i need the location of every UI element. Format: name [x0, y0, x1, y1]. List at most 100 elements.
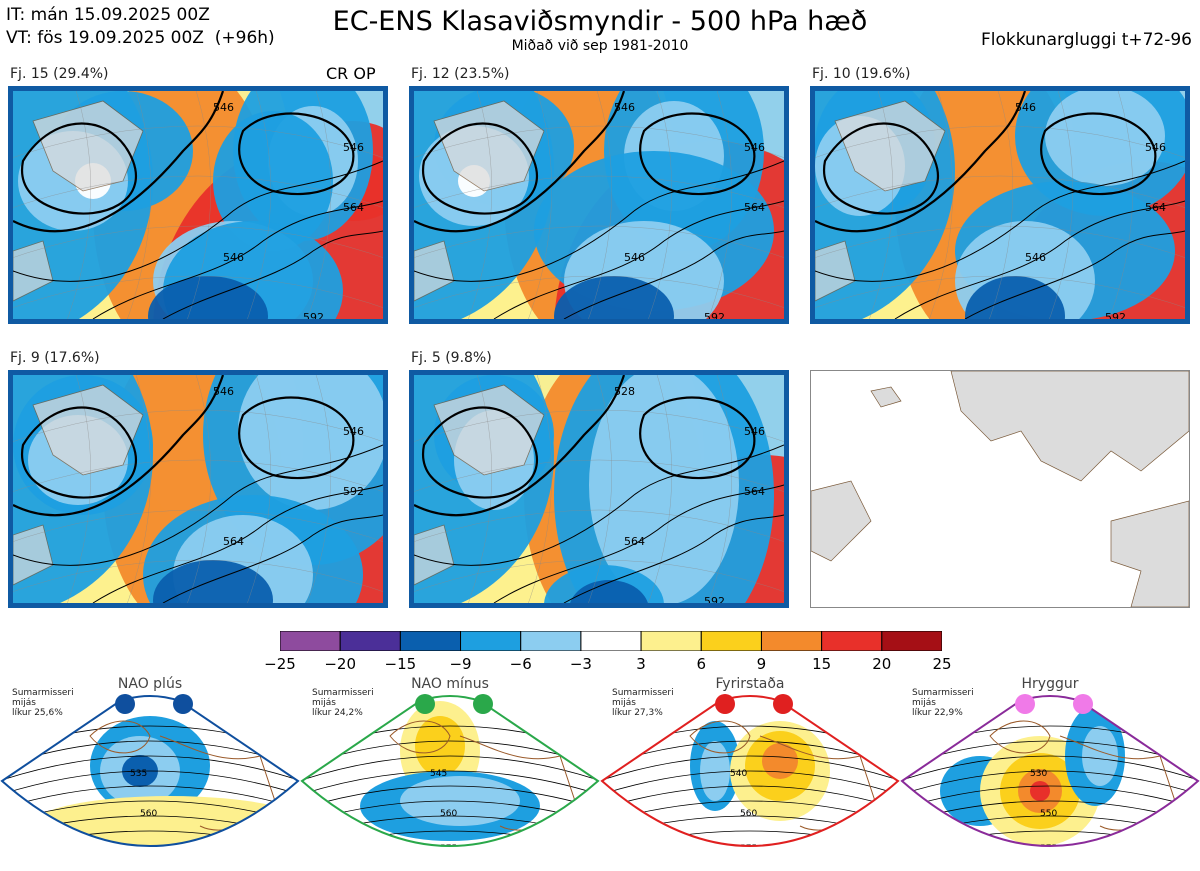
regime-contour-label: 540	[730, 769, 747, 779]
colorbar-tick-label: −3	[569, 655, 592, 673]
anomaly-field: 546 546 546 564 592	[13, 91, 383, 319]
graticule	[307, 91, 331, 319]
graticule	[13, 459, 383, 492]
graticule	[67, 375, 91, 603]
colorbar-tick-label: 6	[696, 655, 707, 673]
contour-label: 592	[343, 485, 364, 498]
graticule	[414, 509, 784, 542]
colorbar-swatch	[399, 631, 462, 651]
height-contour	[92, 200, 383, 319]
graticule	[869, 91, 893, 319]
cluster-map-2[interactable]: 546 546 546 564 592	[409, 86, 789, 324]
graticule	[414, 225, 784, 258]
control-marker: CR OP	[326, 64, 376, 83]
regime-info: Sumarmisseri mijás líkur 27,3%	[612, 688, 674, 718]
regime-contour	[302, 845, 598, 846]
graticule	[13, 409, 383, 442]
regime-frame	[0, 695, 300, 847]
regime-anomaly	[30, 796, 298, 846]
graticule	[648, 375, 672, 603]
land	[414, 524, 455, 586]
graticule	[588, 91, 612, 319]
height-contour	[13, 160, 383, 282]
cluster-map-1[interactable]: 546 546 546 564 592	[8, 86, 388, 324]
height-contour	[815, 91, 1027, 233]
panel-label-5: Fj. 5 (9.8%)	[411, 350, 492, 366]
regime-anomaly	[1030, 781, 1050, 801]
anomaly-field: 546 546 546 564 592	[414, 91, 784, 319]
colorbar-swatch	[280, 631, 341, 651]
height-contour	[822, 122, 939, 215]
cluster-map-5[interactable]: 528 546 564 564 592	[409, 370, 789, 608]
regime-anomaly	[415, 716, 465, 776]
regime-contour	[902, 770, 1198, 799]
contour-label: 592	[1105, 311, 1126, 319]
regime-nao-plus: 535 560 NAO plús Sumarmisseri mijás líkur…	[0, 676, 300, 871]
regime-contour-label: 535	[130, 769, 147, 779]
graticule	[815, 175, 1185, 208]
graticule	[414, 459, 784, 492]
regime-anomaly	[1082, 726, 1118, 786]
regime-contour	[302, 770, 598, 799]
graticule	[414, 125, 784, 158]
height-contour	[421, 406, 538, 499]
colorbar-swatch	[460, 631, 522, 651]
graticule	[468, 91, 492, 319]
regime-marker-dot	[415, 694, 435, 714]
contour-label: 592	[704, 595, 725, 603]
regime-marker-dot	[115, 694, 135, 714]
colorbar-swatch	[339, 631, 401, 651]
regime-contour-label: 530	[1030, 769, 1047, 779]
page-subtitle: Miðað við sep 1981-2010	[511, 38, 689, 54]
regime-marker-dot	[773, 694, 793, 714]
classification-window: Flokkunargluggi t+72-96	[980, 30, 1192, 50]
graticule	[708, 375, 732, 603]
height-contour	[13, 444, 383, 566]
panel-label-1: Fj. 15 (29.4%)	[10, 66, 109, 82]
graticule	[648, 91, 672, 319]
regime-nao-minus: 545 560 575 NAO mínus Sumarmisseri mijás l…	[300, 676, 600, 871]
anomaly-field: 528 546 564 564 592	[414, 375, 784, 603]
colorbar-tick-label: 15	[812, 655, 832, 673]
height-contour	[238, 112, 355, 196]
colorbar-tick-label: −20	[324, 655, 356, 673]
cluster-map-3[interactable]: 546 546 546 564 592	[810, 86, 1190, 324]
colorbar-tick-label: 25	[932, 655, 952, 673]
anomaly-blob	[570, 580, 648, 603]
height-contour	[238, 396, 355, 480]
regime-marker-dot	[173, 694, 193, 714]
colorbar-tick-label: −6	[509, 655, 532, 673]
anomaly-field: 546 546 546 564 592	[815, 91, 1185, 319]
land	[414, 240, 455, 302]
cluster-map-4[interactable]: 546 546 564 592	[8, 370, 388, 608]
regime-info: Sumarmisseri mijás líkur 25,6%	[12, 688, 74, 718]
regime-blocking: 540 560 575 Fyrirstaða Sumarmisseri mijás …	[600, 676, 900, 871]
header-times: IT: mán 15.09.2025 00Z VT: fös 19.09.202…	[6, 4, 275, 50]
panel-label-2: Fj. 12 (23.5%)	[411, 66, 510, 82]
contour-label: 546	[343, 141, 364, 154]
graticule	[13, 275, 383, 308]
colorbar-swatch	[520, 631, 582, 651]
height-contour	[493, 200, 784, 319]
graticule	[247, 375, 271, 603]
colorbar-swatch	[700, 631, 762, 651]
colorbar-tick-label: −9	[449, 655, 472, 673]
graticule	[13, 509, 383, 542]
colorbar-tick-label: 3	[636, 655, 646, 673]
height-contour	[414, 91, 626, 233]
graticule	[13, 559, 383, 592]
regime-frame	[600, 695, 900, 847]
height-contour	[92, 484, 383, 603]
height-contour	[162, 230, 383, 319]
empty-basemap	[810, 370, 1190, 608]
contour-label: 546	[1145, 141, 1166, 154]
height-contour	[639, 396, 756, 480]
contour-label: 528	[614, 385, 635, 398]
regime-info: Sumarmisseri mijás líkur 24,2%	[312, 688, 374, 718]
graticule	[247, 91, 271, 319]
contour-label: 546	[744, 141, 765, 154]
page-title: EC-ENS Klasaviðsmyndir - 500 hPa hæð	[332, 6, 868, 37]
valid-time: VT: fös 19.09.2025 00Z (+96h)	[6, 28, 275, 48]
coastline	[989, 720, 1051, 754]
